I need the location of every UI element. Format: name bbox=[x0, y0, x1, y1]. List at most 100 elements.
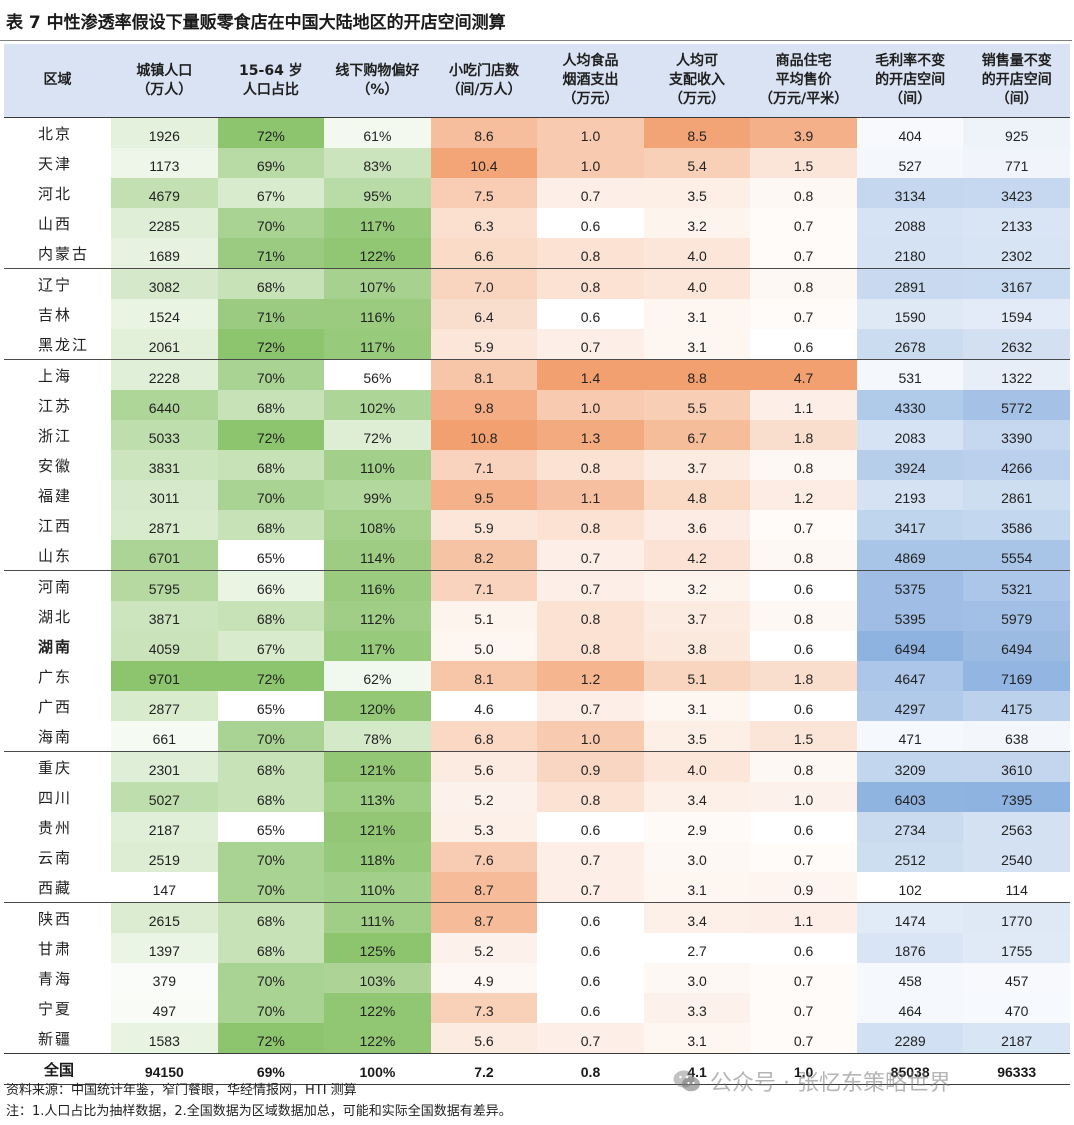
space-margin-cell: 5395 bbox=[856, 601, 964, 631]
income-cell: 3.1 bbox=[643, 299, 751, 329]
cell-value: 5395 bbox=[894, 611, 926, 627]
urban-population-cell: 1926 bbox=[111, 117, 218, 148]
income-cell: 5.1 bbox=[643, 661, 751, 691]
cell-value: 457 bbox=[1005, 973, 1029, 989]
space-margin-cell: 404 bbox=[856, 117, 964, 148]
cell-value: 1689 bbox=[148, 248, 180, 264]
food-spending-cell: 0.7 bbox=[537, 842, 644, 872]
offline-preference-cell: 121% bbox=[324, 751, 431, 782]
cell-value: 0.6 bbox=[580, 1003, 601, 1019]
cell-value: 0.8 bbox=[793, 762, 814, 778]
space-margin-cell: 531 bbox=[856, 359, 964, 390]
cell-value: 4.6 bbox=[474, 701, 494, 717]
header-line: 区域 bbox=[43, 72, 72, 88]
cell-value: 4679 bbox=[148, 188, 180, 204]
cell-value: 2083 bbox=[894, 430, 926, 446]
cell-value: 0.8 bbox=[793, 611, 814, 627]
age-share-cell: 65% bbox=[217, 691, 325, 721]
header-row: 区域 城镇人口 （万人） 15-64 岁人口占比 线下购物偏好 （%） 小吃门店数 （间/万人… bbox=[4, 44, 1070, 118]
cell-value: 69% bbox=[256, 158, 285, 174]
offline-preference-cell: 125% bbox=[324, 933, 431, 963]
space-margin-cell: 1876 bbox=[856, 933, 964, 963]
cell-value: 0.8 bbox=[580, 792, 601, 808]
cell-value: 3.8 bbox=[687, 641, 707, 657]
table-row: 广东 9701 72% 62% 8.1 1.2 5.1 1.8 4647 7169 bbox=[4, 661, 1070, 691]
cell-value: 2632 bbox=[1001, 339, 1033, 355]
cell-value: 85038 bbox=[890, 1064, 930, 1080]
income-cell: 5.5 bbox=[643, 390, 751, 420]
cell-value: 10.4 bbox=[470, 158, 498, 174]
cell-value: 70% bbox=[256, 731, 285, 747]
offline-preference-cell: 117% bbox=[324, 329, 431, 360]
space-volume-cell: 2540 bbox=[963, 842, 1070, 872]
table-footer: 全国 94150 69% 100% 7.2 0.8 4.1 1.0 85038 96333 bbox=[4, 1053, 1070, 1085]
housing-price-cell: 1.2 bbox=[750, 480, 857, 510]
snack-density-cell: 7.5 bbox=[430, 178, 538, 208]
cell-value: 8.7 bbox=[474, 913, 494, 929]
space-volume-cell: 457 bbox=[963, 963, 1070, 993]
space-volume-cell: 3586 bbox=[963, 510, 1070, 540]
total-urban-population-cell: 94150 bbox=[111, 1053, 218, 1085]
cell-value: 68% bbox=[256, 943, 285, 959]
space-volume-cell: 7169 bbox=[963, 661, 1070, 691]
cell-value: 1.5 bbox=[793, 158, 814, 174]
cell-value: 3.1 bbox=[687, 1033, 707, 1049]
header-line: 人均可 bbox=[676, 53, 719, 69]
header-food-tobacco-spending: 人均食品 烟酒支出 （万元） bbox=[537, 44, 644, 118]
cell-value: 3167 bbox=[1001, 279, 1033, 295]
cell-value: 116% bbox=[360, 309, 395, 325]
income-cell: 3.4 bbox=[643, 782, 751, 812]
region-name-cell: 湖北 bbox=[4, 601, 112, 631]
space-volume-cell: 2632 bbox=[963, 329, 1070, 360]
cell-value: 0.6 bbox=[793, 581, 814, 597]
cell-value: 5.9 bbox=[474, 339, 494, 355]
space-margin-cell: 4330 bbox=[856, 390, 964, 420]
cell-value: 1876 bbox=[894, 943, 926, 959]
table-row: 江西 2871 68% 108% 5.9 0.8 3.6 0.7 3417 3586 bbox=[4, 510, 1070, 540]
space-margin-cell: 1590 bbox=[856, 299, 964, 329]
space-volume-cell: 470 bbox=[963, 993, 1070, 1023]
food-spending-cell: 0.7 bbox=[537, 329, 644, 360]
cell-value: 3417 bbox=[894, 520, 926, 536]
table-row: 湖南 4059 67% 117% 5.0 0.8 3.8 0.6 6494 6494 bbox=[4, 631, 1070, 661]
region-name-cell: 吉林 bbox=[4, 299, 112, 329]
header-line: （间） bbox=[889, 91, 932, 107]
offline-preference-cell: 112% bbox=[324, 601, 431, 631]
food-spending-cell: 0.7 bbox=[537, 1023, 644, 1054]
cell-value: 8.1 bbox=[474, 370, 494, 386]
cell-value: 4869 bbox=[894, 550, 926, 566]
urban-population-cell: 5027 bbox=[111, 782, 218, 812]
region-name-cell: 重庆 bbox=[4, 751, 112, 782]
cell-value: 3209 bbox=[894, 762, 926, 778]
cell-value: 71% bbox=[256, 248, 285, 264]
cell-value: 0.7 bbox=[580, 581, 601, 597]
region-name-cell: 四川 bbox=[4, 782, 112, 812]
snack-density-cell: 4.6 bbox=[430, 691, 538, 721]
cell-value: 121% bbox=[359, 762, 396, 778]
snack-density-cell: 5.6 bbox=[430, 751, 538, 782]
age-share-cell: 70% bbox=[217, 359, 325, 390]
cell-value: 0.8 bbox=[580, 460, 601, 476]
cell-value: 3.0 bbox=[687, 852, 707, 868]
urban-population-cell: 4059 bbox=[111, 631, 218, 661]
cell-value: 65% bbox=[256, 822, 285, 838]
cell-value: 0.7 bbox=[580, 550, 601, 566]
snack-density-cell: 7.0 bbox=[430, 268, 538, 299]
header-line: 商品住宅 bbox=[775, 53, 832, 69]
offline-preference-cell: 56% bbox=[324, 359, 431, 390]
title-divider bbox=[0, 40, 1072, 41]
cell-value: 0.8 bbox=[793, 550, 814, 566]
cell-value: 531 bbox=[898, 370, 922, 386]
cell-value: 3924 bbox=[894, 460, 926, 476]
header-disposable-income: 人均可 支配收入 （万元） bbox=[643, 44, 751, 118]
cell-value: 661 bbox=[152, 731, 176, 747]
header-line: 毛利率不变 bbox=[875, 53, 946, 69]
cell-value: 3871 bbox=[148, 611, 180, 627]
income-cell: 3.1 bbox=[643, 691, 751, 721]
cell-value: 65% bbox=[256, 550, 285, 566]
housing-price-cell: 0.8 bbox=[750, 178, 857, 208]
cell-value: 0.6 bbox=[580, 943, 601, 959]
snack-density-cell: 8.6 bbox=[430, 117, 538, 148]
cell-value: 102% bbox=[359, 400, 396, 416]
cell-value: 1.1 bbox=[793, 400, 814, 416]
